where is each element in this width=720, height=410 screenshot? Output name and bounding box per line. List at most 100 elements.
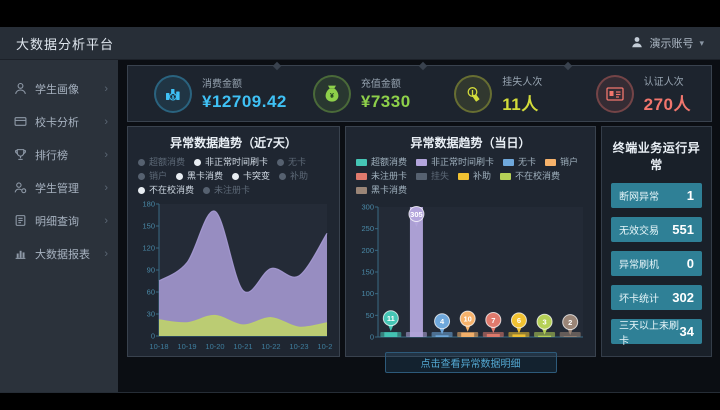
legend-item-7[interactable]: 不在校消费 (138, 185, 194, 196)
kpi-recharge-amount: ¥ 充值金额 ¥7330 (287, 74, 428, 113)
sidebar-item-5[interactable]: 大数据报表 › (0, 237, 118, 270)
svg-text:3: 3 (542, 318, 546, 327)
sidebar-item-0[interactable]: 学生画像 › (0, 72, 118, 105)
legend-item-2[interactable]: 无卡 (277, 157, 306, 168)
student-icon (14, 82, 27, 95)
legend-item-8[interactable]: 黑卡消费 (356, 185, 407, 196)
legend-label: 黑卡消费 (187, 171, 224, 181)
kpi-label: 挂失人次 (502, 76, 543, 88)
svg-text:100: 100 (361, 289, 374, 298)
svg-text:10: 10 (464, 314, 472, 323)
legend-item-4[interactable]: 未注册卡 (356, 171, 407, 182)
sidebar-item-label: 大数据报表 (35, 248, 90, 261)
svg-text:¥: ¥ (330, 93, 334, 100)
sidebar-item-label: 明细查询 (35, 215, 79, 228)
legend-item-7[interactable]: 不在校消费 (500, 171, 560, 182)
kpi-auth-count: 认证人次 270人 (570, 73, 711, 115)
user-menu[interactable]: 演示账号 ▾ (631, 35, 704, 51)
legend-marker (458, 173, 470, 180)
legend-label: 补助 (473, 171, 492, 181)
stat-value: 1 (686, 188, 694, 203)
stat-row-network[interactable]: 断网异常 1 (611, 183, 702, 208)
sidebar-item-label: 校卡分析 (35, 116, 79, 129)
kpi-value: ¥12709.42 (202, 92, 287, 111)
content: 学生画像 › 校卡分析 › 排行榜 › 学生管理 › 明细查询 › 大数据报表 › ¥ 消费金额 ¥1… (0, 60, 720, 392)
kpi-consume-amount: ¥ 消费金额 ¥12709.42 (128, 74, 287, 113)
svg-text:11: 11 (387, 314, 395, 323)
legend-label: 销户 (149, 171, 168, 181)
kpi-separator (564, 61, 573, 71)
legend-item-5[interactable]: 挂失 (416, 171, 449, 182)
sidebar-item-1[interactable]: 校卡分析 › (0, 105, 118, 138)
kpi-label: 认证人次 (643, 76, 684, 88)
area-chart: 0 30 60 90 120 150 180 10-18 10-19 10-20 10-21 10-2… (142, 200, 332, 352)
legend-item-6[interactable]: 补助 (458, 171, 491, 182)
legend-item-2[interactable]: 无卡 (503, 157, 536, 168)
legend-marker (416, 173, 428, 180)
legend-marker (138, 173, 145, 180)
stat-value: 0 (686, 256, 694, 271)
stat-label: 异常刷机 (619, 260, 659, 271)
sidebar-item-2[interactable]: 排行榜 › (0, 138, 118, 171)
legend-item-6[interactable]: 补助 (279, 171, 308, 182)
legend-item-1[interactable]: 非正常时间刷卡 (194, 157, 268, 168)
stat-value: 34 (679, 324, 694, 339)
chevron-right-icon: › (104, 247, 108, 260)
top-header: 大数据分析平台 演示账号 ▾ (0, 27, 720, 60)
svg-text:10-18: 10-18 (149, 342, 168, 351)
svg-text:150: 150 (361, 268, 374, 277)
kpi-value: ¥7330 (360, 92, 411, 111)
weekly-trend-legend: 超额消费 非正常时间刷卡 无卡销户 黑卡消费 卡突变 补助不在校消费 未注册卡 (128, 155, 339, 196)
legend-item-1[interactable]: 非正常时间刷卡 (416, 157, 494, 168)
stat-value: 302 (672, 290, 694, 305)
view-detail-link[interactable]: 点击查看异常数据明细 (384, 352, 557, 373)
legend-marker (203, 187, 211, 194)
legend-item-0[interactable]: 超额消费 (138, 157, 185, 168)
legend-marker (176, 173, 184, 180)
legend-marker (138, 159, 145, 166)
daily-trend-legend: 超额消费 非正常时间刷卡 无卡 销户未注册卡 挂失 补助 不在校消费黑卡消费 (346, 155, 595, 196)
legend-marker (545, 159, 557, 166)
legend-label: 非正常时间刷卡 (205, 157, 269, 167)
moneybag-icon: ¥ (312, 74, 351, 113)
idcard-icon (595, 74, 634, 113)
sidebar-item-label: 排行榜 (35, 149, 68, 162)
stat-row-invalid-trade[interactable]: 无效交易 551 (611, 217, 702, 242)
user-name: 演示账号 (649, 38, 694, 50)
stat-label: 坏卡统计 (619, 294, 659, 305)
kpi-strip: ¥ 消费金额 ¥12709.42 ¥ 充值金额 ¥7330 (127, 61, 712, 122)
legend-item-3[interactable]: 销户 (138, 171, 167, 182)
terminal-status-title: 终端业务运行异常 (612, 141, 701, 172)
legend-item-4[interactable]: 黑卡消费 (176, 171, 223, 182)
legend-item-3[interactable]: 销户 (545, 157, 578, 168)
daily-trend-panel: 异常数据趋势（当日） 超额消费 非正常时间刷卡 无卡 销户 未注册卡 挂失 补助 不在校消费黑… (345, 126, 596, 373)
charts-row: 异常数据趋势（近7天） 超额消费 非正常时间刷卡 无卡 销户 黑卡消费 卡突变 补助 不在校消… (127, 126, 712, 373)
kpi-separator (272, 61, 281, 71)
legend-label: 销户 (560, 157, 579, 167)
legend-item-5[interactable]: 卡突变 (232, 171, 270, 182)
kpi-value: 11人 (502, 94, 539, 114)
svg-text:0: 0 (151, 332, 155, 341)
stat-row-abnormal-device[interactable]: 异常刷机 0 (611, 251, 702, 276)
legend-marker (279, 173, 287, 180)
legend-label: 超额消费 (371, 157, 408, 167)
chevron-down-icon: ▾ (699, 37, 704, 48)
kpi-value: 270人 (643, 94, 691, 114)
legend-label: 无卡 (288, 157, 307, 167)
kpi-label: 消费金额 (202, 79, 242, 90)
sidebar-item-3[interactable]: 学生管理 › (0, 171, 118, 204)
stat-row-no-swipe-3days[interactable]: 三天以上未刷卡 34 (611, 319, 702, 347)
stat-row-bad-card[interactable]: 坏卡统计 302 (611, 285, 702, 310)
svg-text:300: 300 (361, 203, 374, 212)
chevron-right-icon: › (104, 148, 108, 161)
legend-item-8[interactable]: 未注册卡 (203, 185, 250, 196)
app-title: 大数据分析平台 (16, 36, 115, 52)
legend-marker (138, 187, 145, 194)
svg-text:10-22: 10-22 (261, 342, 280, 351)
svg-text:120: 120 (142, 244, 155, 253)
sidebar-item-4[interactable]: 明细查询 › (0, 204, 118, 237)
legend-item-0[interactable]: 超额消费 (356, 157, 407, 168)
terminal-status-panel: 终端业务运行异常 断网异常 1 无效交易 551 异常刷机 0 (601, 126, 712, 357)
report-icon (14, 247, 27, 260)
legend-marker (277, 159, 285, 166)
